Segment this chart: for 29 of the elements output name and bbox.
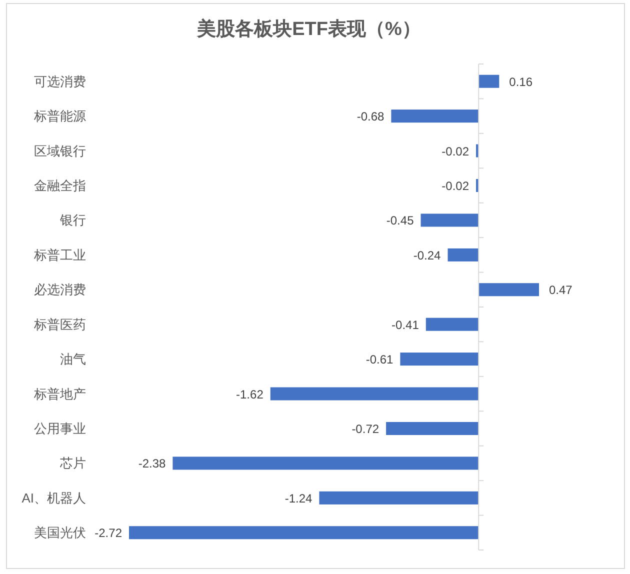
data-label: -0.02 [442,179,470,193]
data-label: -1.24 [284,491,312,506]
title: 美股各板块ETF表现（%） [197,19,421,40]
category-label: 标普工业 [34,247,86,262]
category-label: 芯片 [60,456,86,471]
category-label: AI、机器人 [22,490,86,506]
data-label: -0.61 [366,352,394,367]
data-label: -0.45 [386,214,414,228]
category-label: 标普能源 [34,108,86,124]
category-label: 美国光伏 [34,525,86,540]
data-label: 0.16 [509,74,533,89]
data-label: -0.72 [352,422,380,436]
data-label: -0.41 [392,318,419,332]
category-label: 标普医药 [34,316,86,332]
data-label: -2.72 [94,526,122,540]
data-label: -2.38 [138,456,166,471]
data-label: -0.24 [413,248,441,262]
category-label: 必选消费 [34,282,86,298]
data-label: -1.62 [236,387,264,402]
data-label: 0.47 [549,283,572,298]
category-label: 油气 [60,352,86,367]
data-label: -0.02 [442,144,470,158]
data-label: -0.68 [356,110,384,124]
category-label: 银行 [60,212,86,228]
category-label: 区域银行 [34,143,86,158]
category-label: 金融全指 [34,178,86,193]
category-label: 标普地产 [34,386,86,402]
category-label: 公用事业 [34,421,86,436]
category-label: 可选消费 [34,74,86,89]
